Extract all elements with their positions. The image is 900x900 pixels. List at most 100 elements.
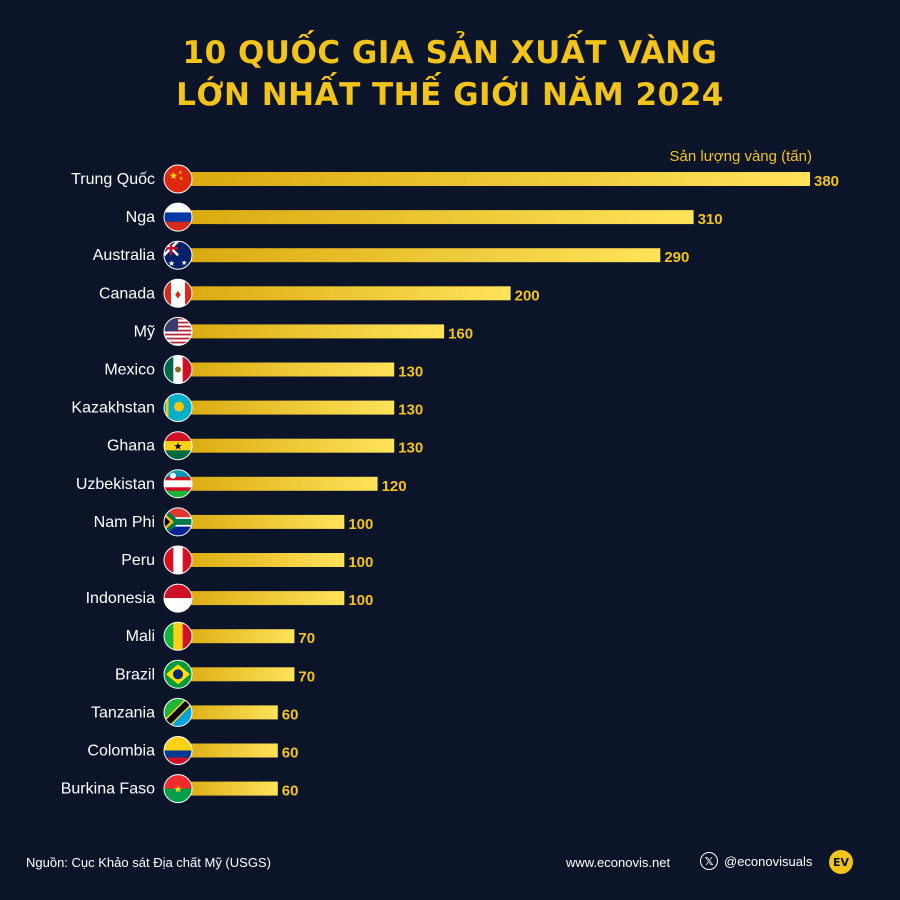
- svg-text:★: ★: [178, 170, 183, 176]
- country-label: Canada: [99, 285, 155, 302]
- bar: [178, 400, 395, 415]
- bar: [178, 476, 378, 491]
- data-label: 60: [282, 783, 299, 800]
- bar: [178, 438, 395, 453]
- country-label: Peru: [121, 552, 155, 569]
- value-axis-label: Sản lượng vàng (tấn): [669, 148, 812, 165]
- data-label: 100: [348, 516, 373, 533]
- mali-flag-icon: [164, 622, 192, 651]
- social-handle[interactable]: 𝕏 @econovisuals: [700, 852, 812, 870]
- country-label: Burkina Faso: [61, 781, 155, 798]
- data-label: 130: [398, 440, 423, 457]
- colombia-flag-icon: [164, 736, 192, 765]
- south-africa-flag-icon: [164, 507, 192, 536]
- country-label: Australia: [93, 247, 155, 264]
- data-label: 120: [382, 478, 407, 495]
- bar: [178, 553, 345, 567]
- bar-row: Mali 70: [126, 621, 315, 651]
- country-label: Trung Quốc: [71, 171, 155, 188]
- bar: [178, 667, 295, 682]
- data-label: 290: [664, 249, 689, 266]
- bar: [178, 286, 511, 301]
- data-label: 60: [282, 745, 299, 762]
- source-note: Nguồn: Cục Khảo sát Địa chất Mỹ (USGS): [26, 855, 271, 870]
- mexico-flag-icon: [164, 355, 192, 384]
- australia-flag-icon: ★★: [164, 241, 192, 270]
- brazil-flag-icon: [164, 660, 192, 689]
- bar: [178, 172, 810, 186]
- country-label: Uzbekistan: [76, 476, 155, 493]
- country-label: Brazil: [115, 666, 155, 683]
- svg-text:★: ★: [174, 785, 183, 796]
- bar: [178, 591, 345, 606]
- bar: [178, 324, 445, 339]
- bar: [178, 248, 661, 263]
- svg-text:★: ★: [168, 259, 175, 268]
- data-label: 200: [515, 287, 540, 304]
- bar: [178, 362, 395, 377]
- svg-text:♦: ♦: [175, 286, 182, 301]
- bar: [178, 781, 278, 796]
- ghana-flag-icon: ★: [164, 431, 192, 460]
- title-line-2: LỚN NHẤT THẾ GIỚI NĂM 2024: [176, 77, 724, 113]
- bar-row: Kazakhstan 130: [71, 393, 423, 423]
- country-label: Nam Phi: [94, 514, 155, 531]
- bar-row: Australia ★★ 290: [93, 240, 689, 270]
- data-label: 130: [398, 402, 423, 419]
- uzbekistan-flag-icon: [164, 469, 192, 498]
- footer: Nguồn: Cục Khảo sát Địa chất Mỹ (USGS) w…: [0, 850, 900, 876]
- bar-row: Mỹ 160: [134, 316, 473, 346]
- svg-text:★: ★: [179, 176, 184, 182]
- bar-row: Indonesia 100: [86, 583, 373, 613]
- indonesia-flag-icon: [164, 584, 192, 613]
- bar: [178, 514, 345, 529]
- country-label: Mỹ: [134, 323, 155, 340]
- website-link[interactable]: www.econovis.net: [566, 855, 671, 870]
- bar-row: Burkina Faso ★ 60: [61, 774, 299, 804]
- bar-row: Uzbekistan 120: [76, 469, 407, 499]
- data-label: 70: [298, 668, 315, 685]
- bar-row: Nga 310: [126, 202, 723, 232]
- bar-row: Mexico 130: [104, 355, 423, 384]
- bar: [178, 629, 295, 644]
- bar: [178, 705, 278, 720]
- canada-flag-icon: ♦: [164, 279, 192, 308]
- svg-text:★: ★: [169, 171, 178, 182]
- data-label: 60: [282, 706, 299, 723]
- bar-row: Canada ♦ 200: [99, 278, 540, 308]
- social-handle-text: @econovisuals: [724, 853, 813, 869]
- svg-text:★: ★: [174, 442, 183, 453]
- bar: [178, 210, 694, 225]
- country-label: Indonesia: [86, 590, 155, 607]
- bar: [178, 743, 278, 758]
- country-label: Tanzania: [91, 704, 155, 721]
- bar-row: Nam Phi 100: [94, 507, 373, 537]
- bar-row: Peru 100: [121, 545, 373, 575]
- china-flag-icon: ★ ★★: [164, 165, 192, 193]
- country-label: Ghana: [107, 438, 155, 455]
- country-label: Mexico: [104, 362, 155, 379]
- bar-row: Trung Quốc ★ ★★ 380: [71, 164, 839, 194]
- data-label: 100: [348, 592, 373, 609]
- econovis-logo-icon: EV: [829, 850, 853, 874]
- bar-row: Ghana ★ 130: [107, 431, 423, 461]
- chart-title: 10 QUỐC GIA SẢN XUẤT VÀNG LỚN NHẤT THẾ G…: [0, 32, 900, 116]
- data-label: 160: [448, 325, 473, 342]
- x-logo-icon: 𝕏: [700, 852, 718, 870]
- data-label: 70: [298, 630, 315, 647]
- data-label: 100: [348, 554, 373, 571]
- country-label: Colombia: [87, 743, 155, 760]
- country-label: Kazakhstan: [71, 400, 155, 417]
- tanzania-flag-icon: [164, 698, 192, 727]
- data-label: 380: [814, 173, 839, 190]
- country-label: Nga: [126, 209, 155, 226]
- svg-text:★: ★: [181, 259, 187, 267]
- peru-flag-icon: [164, 546, 192, 574]
- burkina-faso-flag-icon: ★: [164, 774, 192, 803]
- data-label: 130: [398, 364, 423, 381]
- title-line-1: 10 QUỐC GIA SẢN XUẤT VÀNG: [182, 35, 718, 71]
- data-label: 310: [698, 211, 723, 228]
- bar-row: Tanzania 60: [91, 697, 299, 727]
